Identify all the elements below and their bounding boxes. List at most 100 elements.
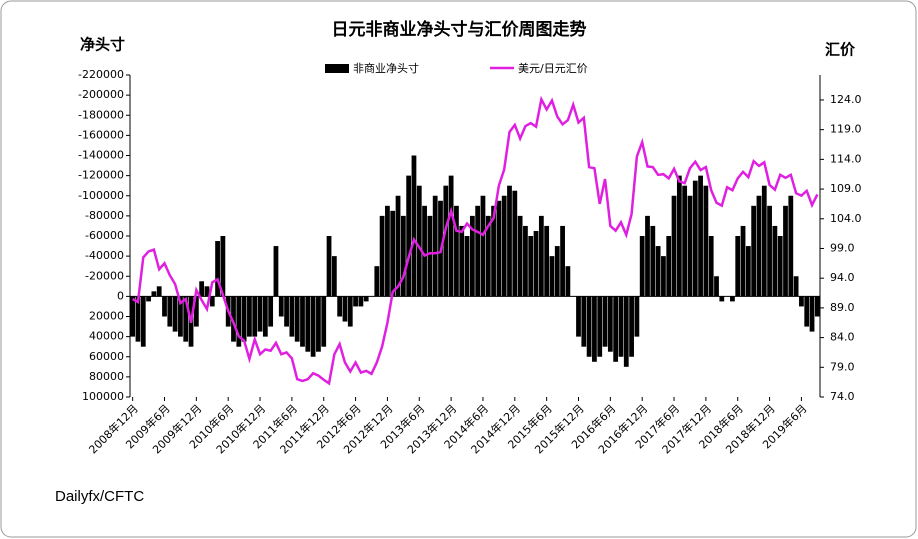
y-tick-label: -200000 [78,88,124,101]
y-tick-label: -20000 [85,269,124,282]
bar [363,296,369,302]
bar [560,225,565,297]
bar [247,296,252,337]
y-tick-label: 60000 [89,350,124,363]
bar [151,291,157,297]
bar [469,215,475,297]
y2-tick-label: 124.0 [830,93,862,106]
y-tick-label: -100000 [78,189,124,202]
bar [645,215,650,297]
y2-tick-label: 94.0 [830,271,855,284]
bar [241,296,247,342]
y2-tick-label: 119.0 [830,123,862,136]
y2-tick-label: 84.0 [830,331,855,344]
bar [692,180,698,297]
y2-axis-title: 汇价 [825,41,856,59]
bar [395,195,401,297]
bar [708,236,714,297]
bar [199,281,205,297]
bar [607,296,613,352]
bar [639,236,645,297]
y-tick-label: -140000 [78,149,124,162]
bar [634,296,640,337]
bar [432,195,438,297]
bar [448,175,454,297]
y-tick-label: -80000 [85,209,124,222]
bar [416,185,422,297]
y2-tick-label: 109.0 [830,182,862,195]
source: Dailyfx/CFTC [55,488,144,505]
bar [411,155,417,297]
bar [629,296,634,357]
bar [650,225,656,297]
bar [347,296,353,327]
bar [804,296,810,327]
bar [193,296,199,327]
bar [400,215,406,297]
bar [814,296,820,317]
bar [623,296,629,367]
bar [767,205,772,297]
bar [772,225,778,297]
y2-tick-label: 74.0 [830,390,855,403]
bar [167,296,173,327]
bar [507,185,512,297]
bar [278,296,284,317]
legend-label: 非商业净头寸 [353,61,419,75]
bar [464,236,470,297]
y-tick-label: 20000 [89,310,124,323]
bar [454,205,459,297]
bar [496,200,502,297]
bar [735,236,741,297]
bar [475,205,481,297]
bar [554,246,560,297]
bar [597,296,603,357]
bar [300,296,305,347]
bar [565,266,571,297]
bar [501,195,507,297]
y-tick-label: 100000 [82,390,124,403]
bar [661,256,666,297]
y-tick-label: -40000 [85,249,124,262]
bar [666,236,672,297]
bar [204,286,210,297]
bar [215,241,220,297]
bar [703,185,709,297]
bar [422,205,427,297]
bar [682,185,688,297]
y-tick-label: -180000 [78,108,124,121]
bar [273,246,279,297]
bar [719,296,725,302]
bar [390,210,396,297]
bar [321,296,327,347]
y2-tick-label: 89.0 [830,301,855,314]
y-tick-label: 80000 [89,370,124,383]
line [132,95,819,386]
bar [459,225,465,297]
bar [480,195,486,297]
y-tick-label: -160000 [78,128,124,141]
bar [427,215,433,297]
y-tick-label: -220000 [78,68,124,81]
bar [310,296,316,357]
bar [284,296,289,327]
bar [671,195,677,297]
bar [231,296,236,342]
legend-swatch [325,64,349,73]
bar [252,296,258,337]
bar [698,175,703,297]
bar [517,215,523,297]
chart-title: 日元非商业净头寸与汇价周图走势 [332,19,587,40]
bar [331,256,337,297]
y2-tick-label: 114.0 [830,152,862,165]
bar [130,296,136,337]
bar [730,296,735,302]
bar [485,215,491,297]
bar [289,296,295,337]
bar [586,296,592,357]
y-axis-title: 净头寸 [80,36,125,54]
bar [788,195,794,297]
bar [533,230,539,297]
bar [676,175,682,297]
